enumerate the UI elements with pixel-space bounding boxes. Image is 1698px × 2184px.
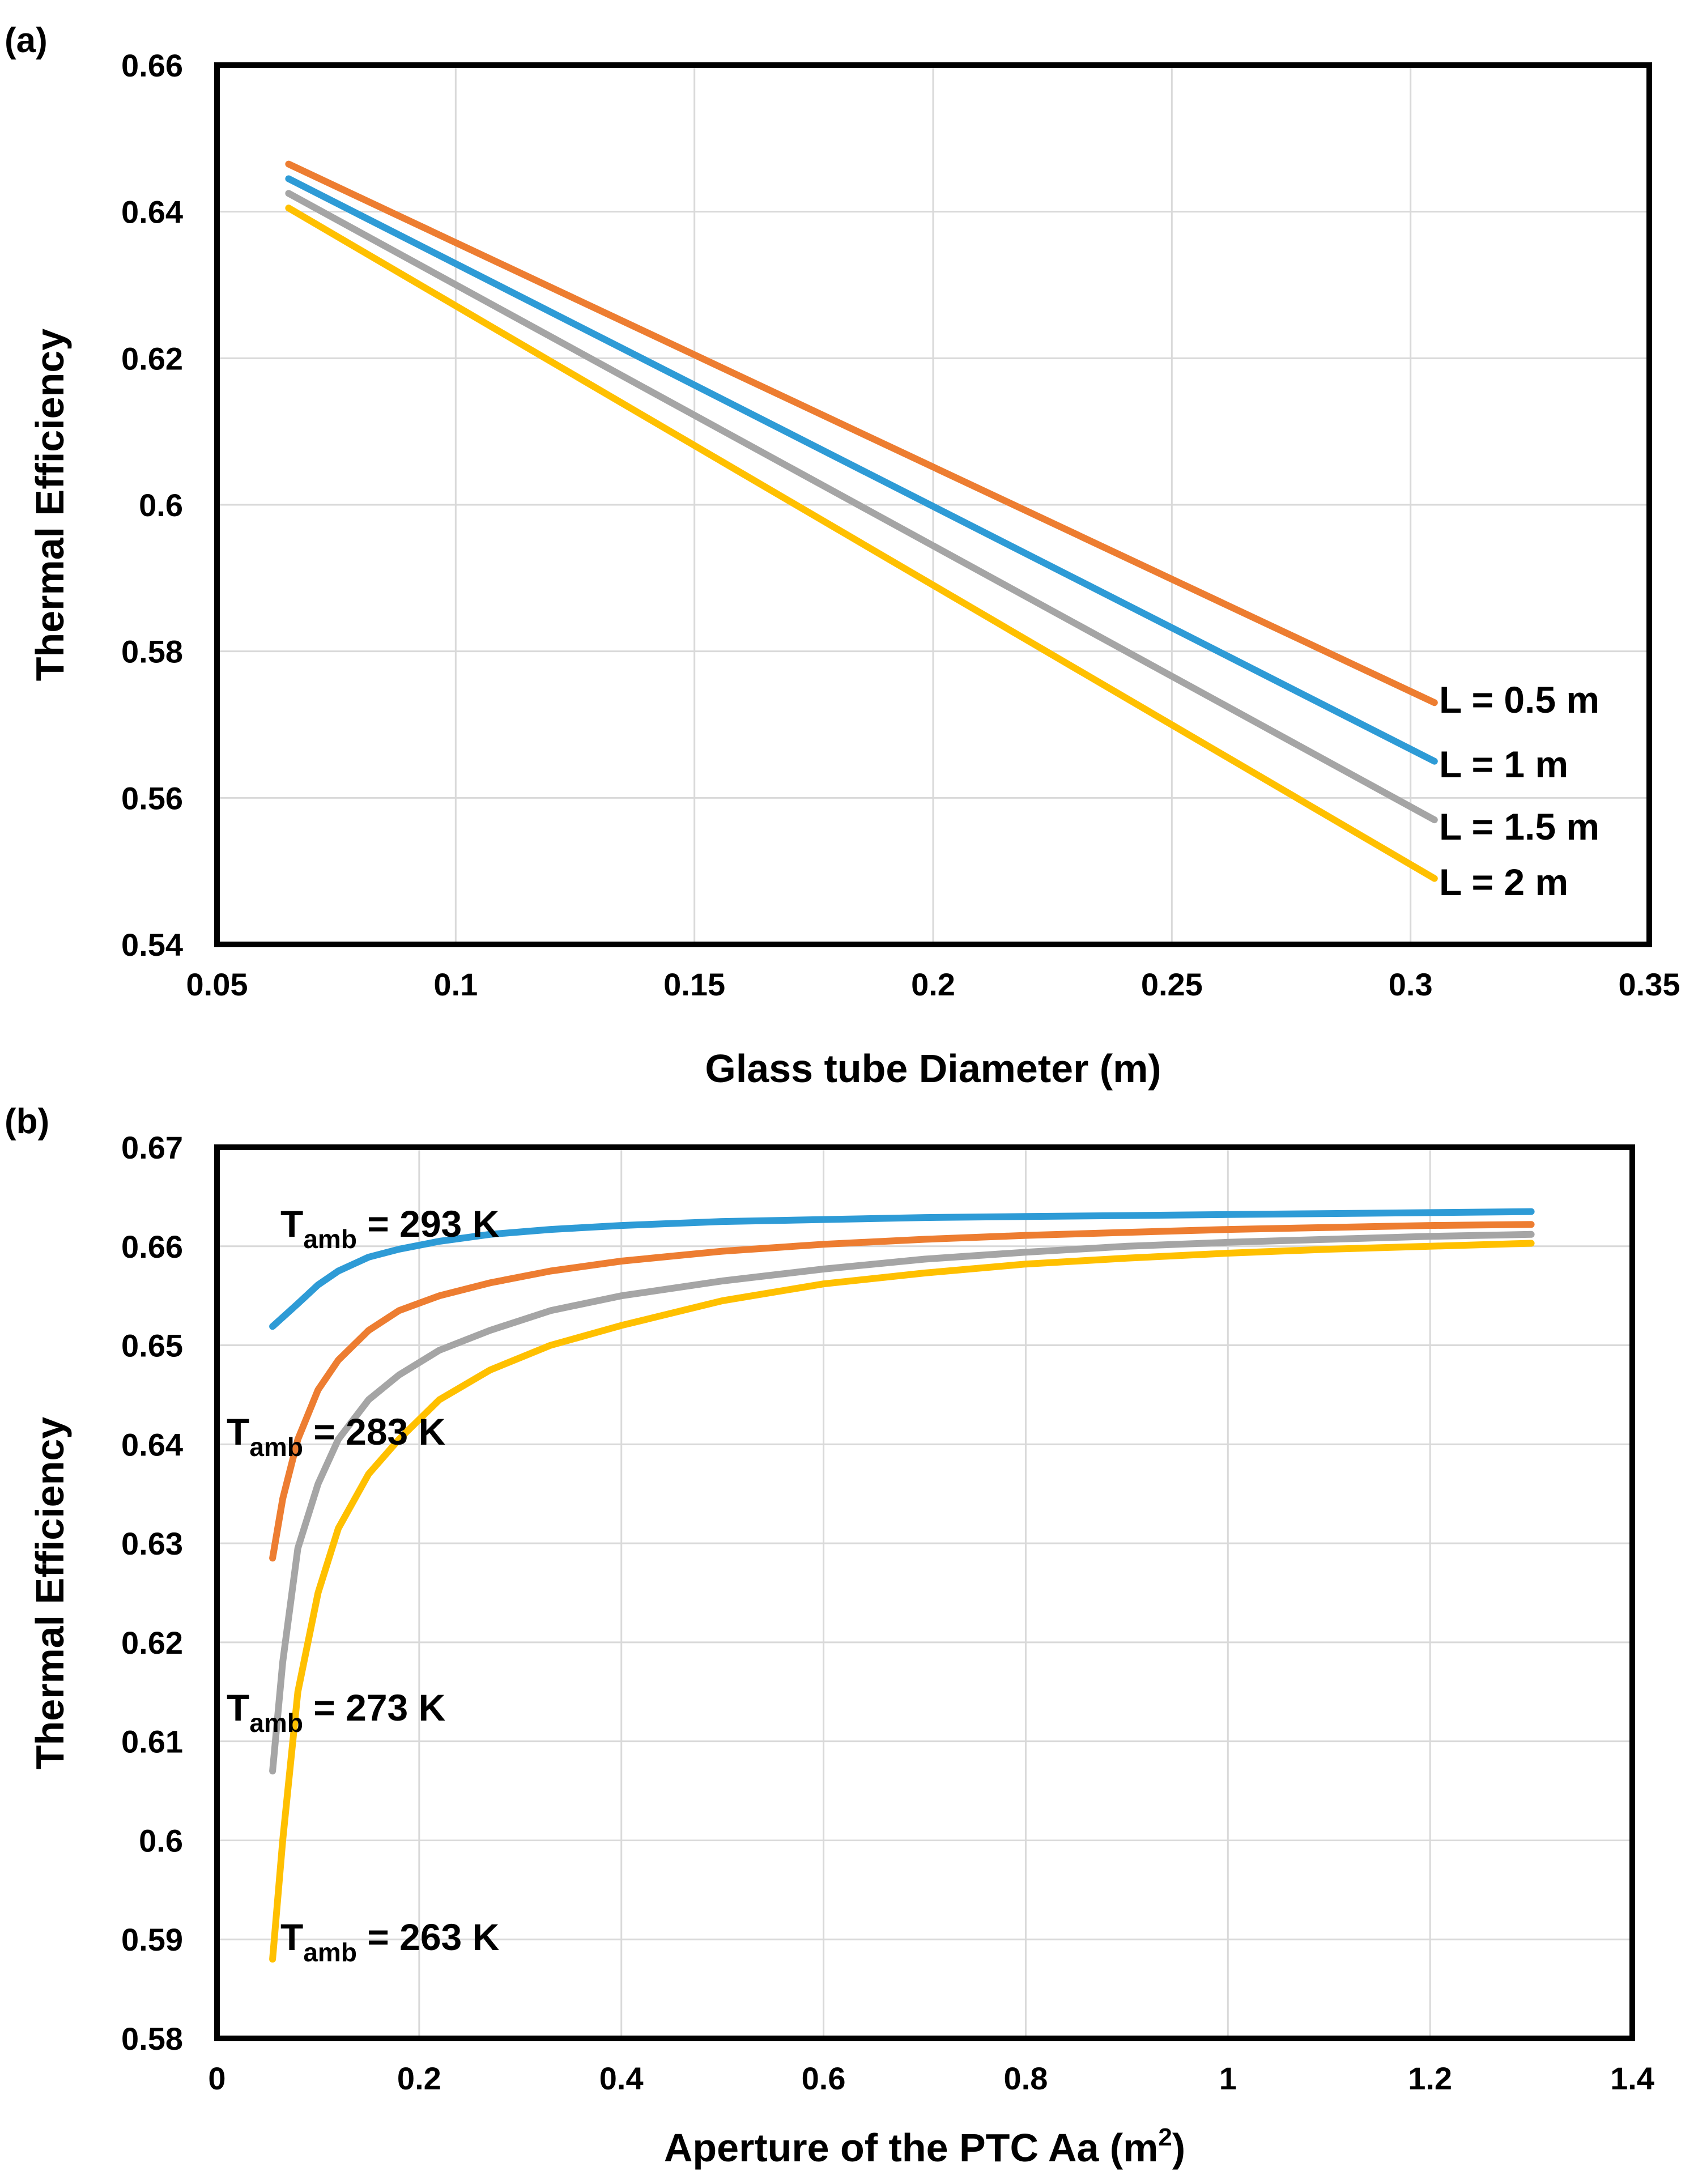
x-tick-label: 1: [1219, 2060, 1237, 2096]
x-tick-label: 0.8: [1003, 2060, 1048, 2096]
y-tick-label: 0.58: [121, 2021, 183, 2057]
y-tick-label: 0.6: [139, 1823, 183, 1858]
plot-frame-a: [214, 62, 1652, 947]
chart-b: (b) 0 0.2 0.4 0.6 0.8 1 1.2 1.4 0.58 0.59 0.6 0.61…: [5, 1102, 1654, 2170]
series-label-3: Tamb = 273 K: [227, 1687, 446, 1738]
y-tick-label: 0.64: [121, 194, 183, 230]
y-tick-label: 0.64: [121, 1427, 183, 1462]
y-tick-label: 0.58: [121, 634, 183, 670]
x-tick-label: 0.6: [802, 2060, 846, 2096]
series-line-4: [269, 1240, 1535, 1963]
x-ticks-a: 0.05 0.1 0.15 0.2 0.25 0.3 0.35: [186, 967, 1680, 1002]
x-tick-label: 0.1: [433, 967, 478, 1002]
series-a: [285, 160, 1438, 882]
y-tick-label: 0.66: [121, 48, 183, 83]
y-tick-label: 0.61: [121, 1724, 183, 1760]
grid-b: [216, 1146, 1633, 2040]
series-line-3: [269, 1231, 1535, 1775]
panel-label-a: (a): [5, 21, 48, 60]
series-labels-b: Tamb = 293 K Tamb = 283 K Tamb = 273 K Tamb…: [227, 1203, 500, 1967]
panel-label-b: (b): [5, 1102, 49, 1141]
x-tick-label: 1.4: [1610, 2060, 1654, 2096]
x-tick-label: 0: [208, 2060, 225, 2096]
y-tick-label: 0.62: [121, 1625, 183, 1661]
y-ticks-b: 0.58 0.59 0.6 0.61 0.62 0.63 0.64 0.65 0.66 0.67: [121, 1130, 183, 2057]
series-label-1: Tamb = 293 K: [280, 1203, 500, 1254]
x-axis-title-a: Glass tube Diameter (m): [705, 1046, 1161, 1091]
x-tick-label: 0.15: [663, 967, 725, 1002]
y-tick-label: 0.62: [121, 340, 183, 376]
series-line-2: [269, 1221, 1535, 1562]
x-tick-label: 0.3: [1389, 967, 1433, 1002]
x-tick-label: 0.25: [1141, 967, 1203, 1002]
y-axis-title-a: Thermal Efficiency: [28, 329, 72, 682]
series-label-3: L = 1.5 m: [1439, 806, 1599, 848]
series-label-4: L = 2 m: [1439, 861, 1568, 903]
y-tick-label: 0.65: [121, 1328, 183, 1364]
series-label-4: Tamb = 263 K: [280, 1916, 500, 1967]
x-tick-label: 0.35: [1619, 967, 1680, 1002]
series-line-3: [285, 190, 1438, 824]
x-tick-label: 0.2: [911, 967, 955, 1002]
y-tick-label: 0.56: [121, 780, 183, 816]
series-line-4: [285, 205, 1438, 882]
y-tick-label: 0.63: [121, 1526, 183, 1561]
y-tick-label: 0.6: [139, 487, 183, 523]
series-label-1: L = 0.5 m: [1439, 679, 1599, 721]
series-labels-a: L = 0.5 m L = 1 m L = 1.5 m L = 2 m: [1439, 679, 1599, 903]
series-line-1: [269, 1208, 1535, 1330]
series-line-1: [285, 160, 1438, 706]
series-b: [269, 1208, 1535, 1963]
y-tick-label: 0.54: [121, 927, 183, 963]
x-ticks-b: 0 0.2 0.4 0.6 0.8 1 1.2 1.4: [208, 2060, 1654, 2096]
x-tick-label: 0.4: [599, 2060, 644, 2096]
chart-a: (a) 0.05 0.1 0.15 0.2 0.25 0.3 0.35 0.540.560.…: [5, 21, 1680, 1091]
plot-frame-b: [214, 1144, 1635, 2041]
series-label-2: Tamb = 283 K: [227, 1411, 446, 1462]
y-tick-label: 0.67: [121, 1130, 183, 1165]
x-axis-title-b: Aperture of the PTC Aa (m2): [664, 2123, 1185, 2170]
x-tick-label: 1.2: [1408, 2060, 1452, 2096]
series-line-2: [285, 175, 1438, 765]
y-axis-title-b: Thermal Efficiency: [28, 1417, 72, 1770]
x-tick-label: 0.2: [397, 2060, 441, 2096]
series-label-2: L = 1 m: [1439, 743, 1568, 785]
y-ticks-a: 0.54 0.56 0.58 0.6 0.62 0.64 0.66: [121, 48, 183, 963]
y-tick-label: 0.66: [121, 1229, 183, 1265]
x-tick-label: 0.05: [186, 967, 248, 1002]
y-tick-label: 0.59: [121, 1922, 183, 1957]
